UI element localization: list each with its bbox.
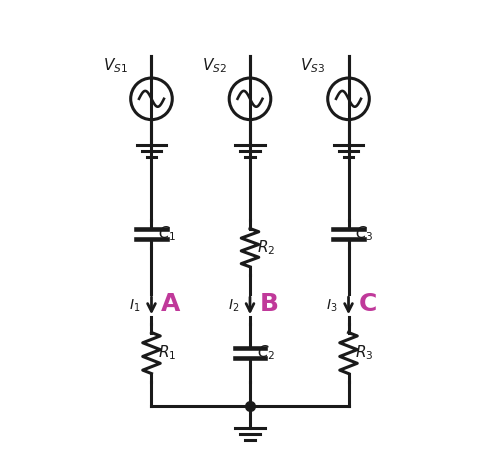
Text: $V_{S2}$: $V_{S2}$ [202,57,226,75]
Text: $I_3$: $I_3$ [326,298,338,314]
Text: B: B [260,292,278,316]
Text: $C_1$: $C_1$ [158,225,176,243]
Text: A: A [161,292,180,316]
Text: $C_2$: $C_2$ [256,344,275,362]
Text: $I_2$: $I_2$ [228,298,239,314]
Text: $R_3$: $R_3$ [355,344,374,362]
Text: $V_{S1}$: $V_{S1}$ [103,57,128,75]
Text: $R_1$: $R_1$ [158,344,176,362]
Text: $C_3$: $C_3$ [355,225,374,243]
Text: $V_{S3}$: $V_{S3}$ [300,57,325,75]
Text: C: C [358,292,377,316]
Text: $R_2$: $R_2$ [256,238,275,257]
Text: $I_1$: $I_1$ [130,298,140,314]
